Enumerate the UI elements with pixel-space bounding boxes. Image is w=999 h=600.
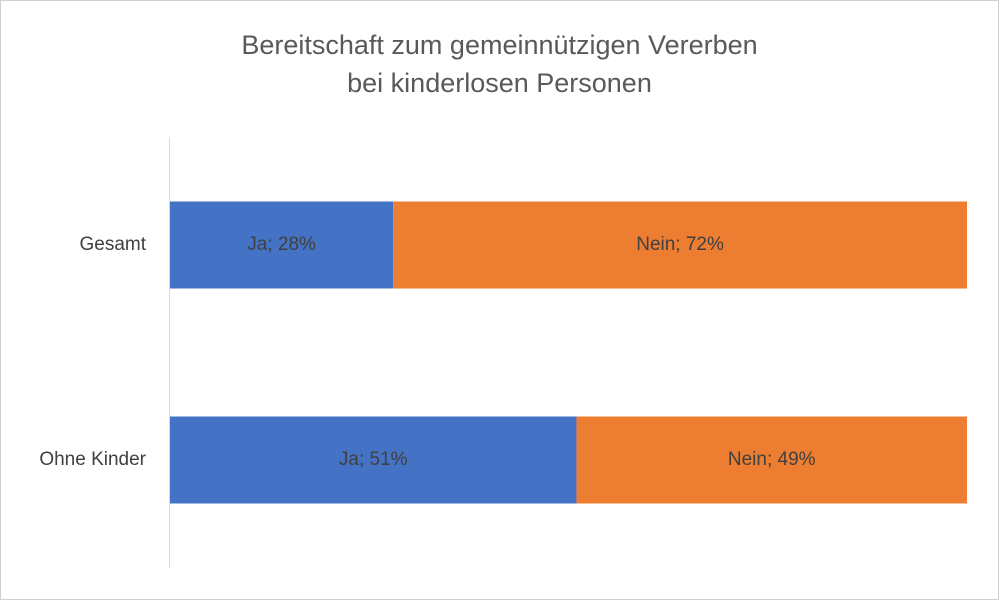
data-label-nein-0: Nein; 72% bbox=[636, 234, 724, 255]
bar-nein-1 bbox=[576, 416, 967, 504]
chart-title-line-2: bei kinderlosen Personen bbox=[347, 68, 652, 98]
data-label-ja-0: Ja; 28% bbox=[247, 234, 316, 255]
bar-ja-1 bbox=[170, 416, 577, 504]
chart-title-line-1: Bereitschaft zum gemeinnützigen Vererben bbox=[241, 30, 758, 60]
bar-nein-0 bbox=[393, 201, 967, 289]
category-label-1: Ohne Kinder bbox=[39, 449, 146, 470]
data-label-ja-1: Ja; 51% bbox=[339, 449, 408, 470]
chart-title: Bereitschaft zum gemeinnützigen Vererben… bbox=[0, 26, 999, 102]
category-label-0: Gesamt bbox=[79, 234, 146, 255]
data-label-nein-1: Nein; 49% bbox=[728, 449, 816, 470]
bars-group: Gesamt Ja; 28% Nein; 72% Ohne Kinder Ja; 51%… bbox=[39, 201, 967, 504]
bar-ja-0 bbox=[170, 201, 394, 289]
